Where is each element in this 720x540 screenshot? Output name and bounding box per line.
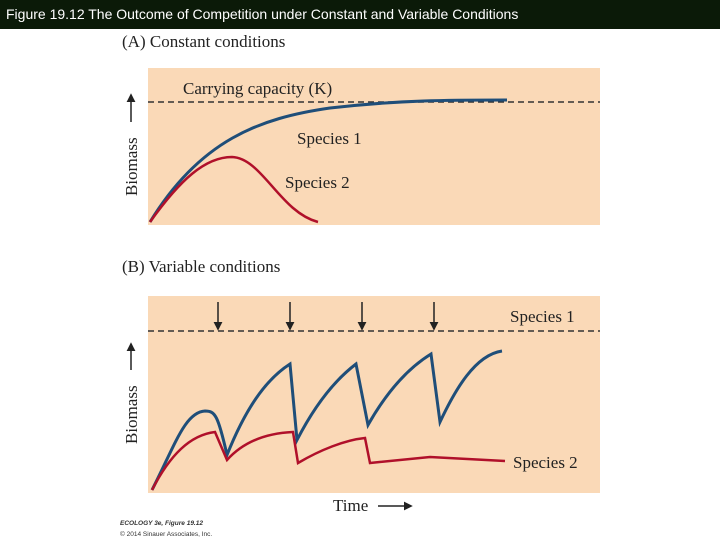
species-2-curve — [150, 430, 506, 491]
series-label: Species 2 — [513, 453, 578, 472]
disturbance-arrows — [213, 302, 439, 331]
panel-title: (B) Variable conditions — [122, 257, 280, 276]
series-label: Species 1 — [510, 307, 575, 326]
series-label: Species 2 — [285, 173, 350, 192]
species-1-curve — [148, 98, 508, 223]
capacity-label: Carrying capacity (K) — [183, 79, 332, 98]
credit: ECOLOGY 3e, Figure 19.12 — [120, 520, 203, 527]
credit: © 2014 Sinauer Associates, Inc. — [120, 530, 212, 538]
series-label: Species 1 — [297, 129, 362, 148]
species-2-curve — [148, 155, 319, 224]
species-1-curve — [150, 349, 503, 491]
panel-title: (A) Constant conditions — [122, 32, 285, 51]
y-axis-label: Biomass — [122, 137, 141, 196]
plot-area — [148, 68, 600, 225]
y-axis-label: Biomass — [122, 385, 141, 444]
x-axis-label: Time — [333, 496, 368, 515]
slide-title: Figure 19.12 The Outcome of Competition … — [6, 6, 518, 22]
header-bar — [0, 0, 720, 29]
plot-area — [148, 296, 600, 493]
